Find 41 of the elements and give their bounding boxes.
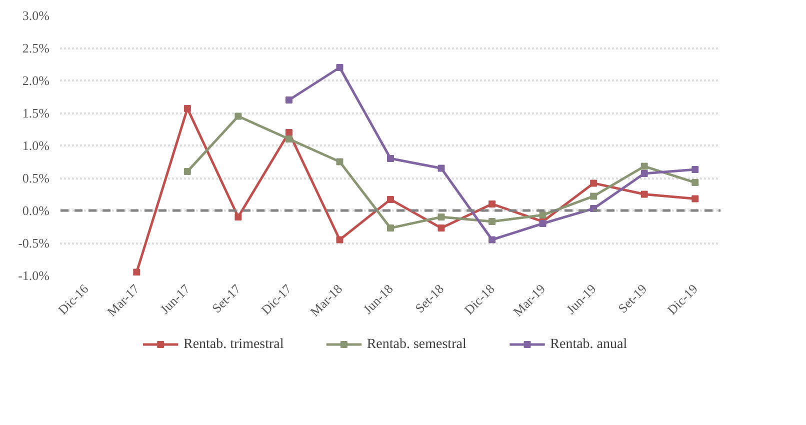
point — [692, 195, 699, 202]
point — [640, 162, 648, 170]
y-tick-label: -0.5% — [18, 236, 50, 250]
legend-label: Rentab. trimestral — [183, 337, 284, 352]
legend-label: Rentab. semestral — [366, 337, 466, 352]
point — [539, 212, 546, 219]
point — [438, 214, 445, 220]
point — [640, 190, 648, 198]
y-tick-label: 1.5% — [22, 106, 50, 120]
y-tick-label: 0.5% — [22, 170, 50, 186]
point — [336, 158, 344, 166]
point — [640, 170, 648, 177]
point — [488, 218, 496, 226]
point — [184, 168, 191, 175]
point — [285, 96, 292, 104]
point — [336, 236, 344, 244]
point — [234, 112, 242, 120]
point — [590, 192, 598, 200]
point — [336, 64, 344, 71]
y-tick-label: 0.0% — [22, 203, 50, 218]
y-tick-label: 1.0% — [22, 138, 50, 153]
point — [438, 224, 445, 232]
legend-label: Rentab. anual — [550, 337, 628, 352]
point — [387, 196, 394, 203]
point — [133, 268, 140, 276]
point — [590, 180, 598, 187]
point — [234, 214, 242, 220]
y-tick-label: 2.5% — [22, 40, 50, 56]
point — [692, 166, 699, 174]
point — [387, 155, 394, 162]
point — [184, 104, 191, 112]
point — [285, 136, 292, 142]
point — [488, 200, 496, 208]
point — [285, 129, 292, 136]
point — [692, 179, 699, 186]
point — [488, 236, 496, 244]
point — [387, 224, 394, 232]
point — [438, 164, 445, 172]
y-tick-label: 3.0% — [22, 8, 50, 23]
y-tick-label: 2.0% — [22, 73, 50, 88]
y-tick-label: -1.0% — [18, 268, 50, 283]
